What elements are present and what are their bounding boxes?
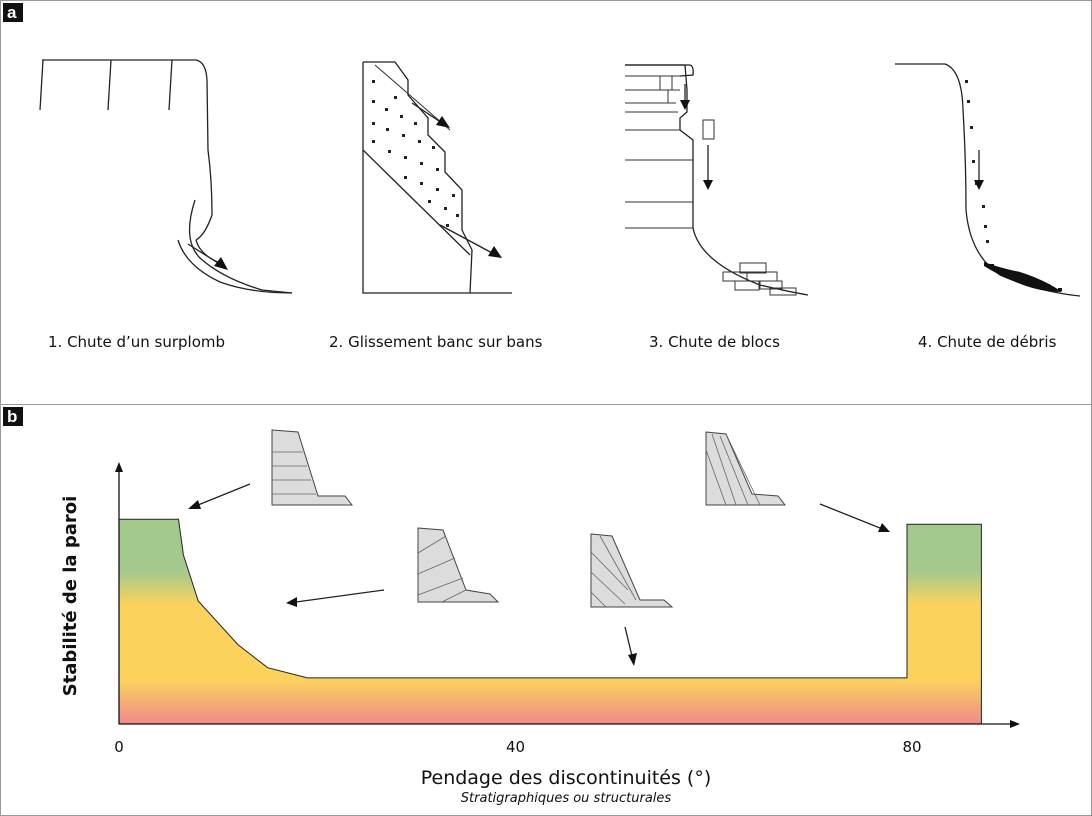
panel-b-tag: b bbox=[7, 407, 17, 426]
caption-block-fall: 3. Chute de blocs bbox=[649, 333, 780, 351]
x-axis-label: Pendage des discontinuités (°) bbox=[421, 767, 712, 789]
x-tick-label: 80 bbox=[902, 738, 921, 756]
stability-area bbox=[118, 518, 982, 725]
y-axis-label: Stabilité de la paroi bbox=[60, 496, 81, 697]
caption-bed-slide: 2. Glissement banc sur bans bbox=[329, 333, 543, 351]
panel-a-tag-box bbox=[3, 3, 23, 22]
x-tick-label: 0 bbox=[114, 738, 124, 756]
panel-a-tag: a bbox=[7, 3, 17, 22]
sketch-overhang-fall bbox=[39, 59, 293, 294]
arrow-head-icon bbox=[214, 257, 228, 270]
panel-b-tag-box bbox=[3, 407, 23, 426]
arrow-head-icon bbox=[436, 116, 450, 128]
arrow-head-icon bbox=[188, 500, 201, 509]
sketch-block-fall bbox=[625, 64, 809, 296]
x-axis-arrow-icon bbox=[1010, 720, 1020, 728]
arrow-head-icon bbox=[488, 246, 502, 258]
arrow-head-icon bbox=[703, 180, 713, 190]
arrow-head-icon bbox=[974, 180, 984, 190]
caption-overhang-fall: 1. Chute d’un surplomb bbox=[48, 333, 225, 351]
y-axis-arrow-icon bbox=[115, 462, 123, 472]
panel-b: b 0 40 80 Pendage des discontinuités (°)… bbox=[0, 404, 1092, 816]
cliff-horizontal-bedding-icon bbox=[271, 429, 354, 506]
cliff-vertical-dip-icon bbox=[705, 431, 787, 506]
sketch-debris-fall bbox=[895, 63, 1081, 297]
x-axis-sublabel: Stratigraphiques ou structurales bbox=[461, 791, 672, 806]
sketch-bed-slide bbox=[362, 61, 512, 294]
arrow-head-icon bbox=[878, 523, 890, 532]
arrow-head-icon bbox=[286, 597, 297, 607]
caption-debris-fall: 4. Chute de débris bbox=[918, 333, 1057, 351]
cliff-gentle-dip-icon bbox=[417, 527, 500, 603]
arrow-head-icon bbox=[628, 653, 637, 666]
arrow-head-icon bbox=[680, 100, 690, 110]
x-tick-label: 40 bbox=[506, 738, 525, 756]
panel-a: a bbox=[0, 0, 1092, 405]
cliff-steep-dip-icon bbox=[590, 533, 674, 608]
